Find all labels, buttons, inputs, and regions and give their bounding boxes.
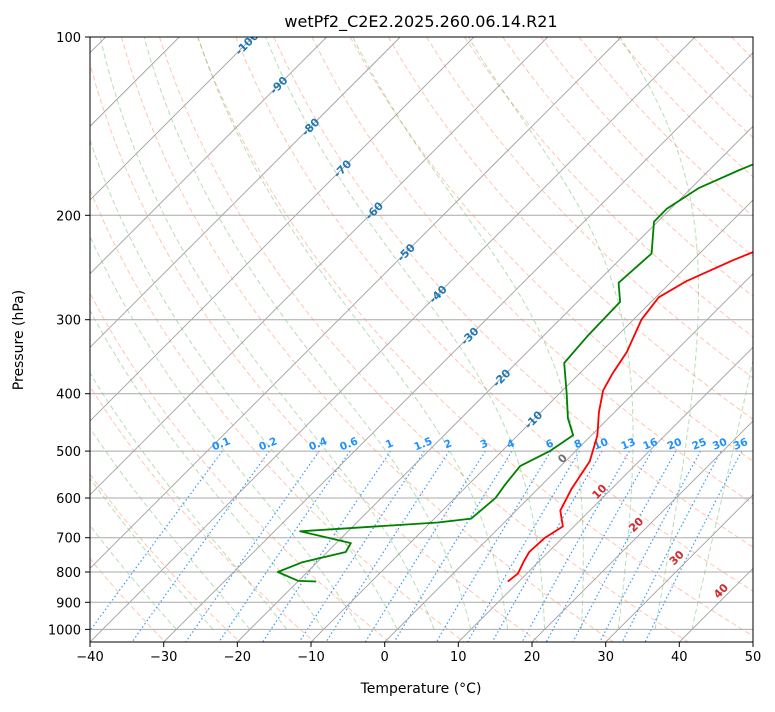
y-tick-label: 900	[56, 596, 81, 611]
y-tick-label: 800	[56, 566, 81, 581]
mixing-ratio-line	[599, 451, 701, 644]
mixing-ratio-label: 2	[442, 437, 453, 451]
isotherm-line	[0, 10, 206, 654]
dry-adiabat-line	[0, 37, 318, 644]
x-tick-label: 30	[597, 650, 614, 665]
isotherm-label: -20	[490, 366, 513, 389]
moist-adiabats	[0, 37, 775, 629]
x-tick-label: −30	[150, 650, 177, 665]
moist-adiabat-line	[692, 37, 775, 629]
moist-adiabat-line	[620, 37, 698, 629]
y-tick-label: 300	[56, 314, 81, 329]
chart-title: wetPf2_C2E2.2025.260.06.14.R21	[284, 12, 557, 32]
mixing-ratio-label: 13	[619, 436, 637, 453]
y-axis-label: Pressure (hPa)	[11, 290, 27, 390]
moist-adiabat-line	[63, 37, 397, 629]
x-axis-label: Temperature (°C)	[360, 681, 482, 697]
isotherm-line	[373, 10, 775, 654]
dry-adiabat-line	[121, 37, 617, 644]
isotherm-label: -100	[233, 29, 262, 58]
moist-adiabat-line	[100, 37, 434, 629]
isotherm-line	[0, 10, 354, 654]
isotherm-line	[225, 10, 775, 654]
moist-adiabat-line	[468, 37, 633, 629]
isotherm-label: -80	[299, 115, 322, 138]
x-axis-ticks: −40 −30 −20 −10 0 10 20 30 40 50	[76, 642, 761, 665]
isotherm-line	[0, 10, 59, 654]
y-tick-label: 400	[56, 388, 81, 403]
isotherm-label: -50	[395, 241, 418, 264]
mixing-ratio-line	[466, 451, 579, 644]
isotherm-line	[0, 10, 575, 654]
x-tick-label: −20	[224, 650, 251, 665]
dry-adiabat-line	[0, 37, 243, 644]
y-tick-label: 1000	[48, 623, 81, 638]
isotherm-label: -40	[427, 283, 450, 306]
dry-adiabat-line	[312, 37, 775, 644]
pressure-gridlines	[90, 37, 753, 629]
dry-adiabat-line	[45, 37, 467, 644]
mixing-ratio-line	[217, 451, 350, 644]
isotherm-line	[299, 10, 775, 654]
x-tick-label: −40	[76, 650, 103, 665]
dry-adiabat-line	[7, 37, 392, 644]
dry-adiabat-line	[426, 37, 775, 644]
x-tick-label: 20	[524, 650, 541, 665]
moist-adiabat-label: 40	[711, 581, 731, 601]
x-tick-label: 40	[671, 650, 688, 665]
moist-adiabat-line	[0, 37, 213, 629]
isotherm-label: -10	[522, 408, 545, 431]
x-tick-label: 10	[450, 650, 467, 665]
dry-adiabat-line	[770, 37, 775, 644]
mixing-ratio-label: 30	[711, 436, 729, 453]
moist-adiabat-line	[198, 37, 508, 629]
temperature-trace	[508, 37, 775, 582]
y-axis-ticks: 100 200 300 400 500 600 700 800 900 1000	[48, 31, 90, 638]
y-tick-label: 100	[56, 31, 81, 46]
moist-adiabat-label: 10	[590, 482, 610, 502]
mixing-ratio-line	[521, 451, 630, 644]
mixing-ratio-label: 3	[479, 437, 490, 451]
mixing-ratio-line	[572, 451, 676, 644]
mixing-ratio-label: 25	[690, 436, 708, 453]
mixing-ratio-label: 4	[505, 437, 516, 451]
mixing-ratio-label: 16	[641, 436, 659, 453]
mixing-ratio-label: 8	[573, 437, 584, 451]
moist-adiabat-label: 30	[667, 548, 687, 568]
moist-adiabat-line	[0, 37, 287, 629]
x-tick-label: 50	[745, 650, 762, 665]
isotherm-line	[0, 10, 427, 654]
x-tick-label: 0	[381, 650, 389, 665]
isotherm-line	[0, 10, 501, 654]
x-tick-label: −10	[297, 650, 324, 665]
dry-adiabat-line	[274, 37, 775, 644]
y-tick-label: 200	[56, 209, 81, 224]
isotherm-line	[520, 10, 775, 654]
isotherm-line	[78, 10, 722, 654]
moist-adiabat-line	[0, 37, 250, 629]
y-tick-label: 600	[56, 492, 81, 507]
dry-adiabat-line	[350, 37, 775, 644]
isotherm-line	[446, 10, 775, 654]
mixing-ratio-label: 36	[732, 436, 750, 453]
mixing-ratio-line	[364, 451, 486, 644]
isotherm-label: -70	[331, 157, 354, 180]
isotherm-label: -90	[267, 74, 290, 97]
dry-adiabat-line	[693, 37, 775, 644]
isotherms	[0, 10, 775, 654]
mixing-ratio-line	[644, 451, 742, 644]
dry-adiabat-line	[388, 37, 775, 644]
mixing-ratio-label: 1	[384, 437, 395, 451]
dry-adiabats	[0, 37, 775, 644]
mixing-ratio-label: 20	[666, 436, 684, 453]
y-tick-label: 500	[56, 445, 81, 460]
y-tick-label: 700	[56, 532, 81, 547]
mixing-ratio-line	[393, 451, 512, 644]
